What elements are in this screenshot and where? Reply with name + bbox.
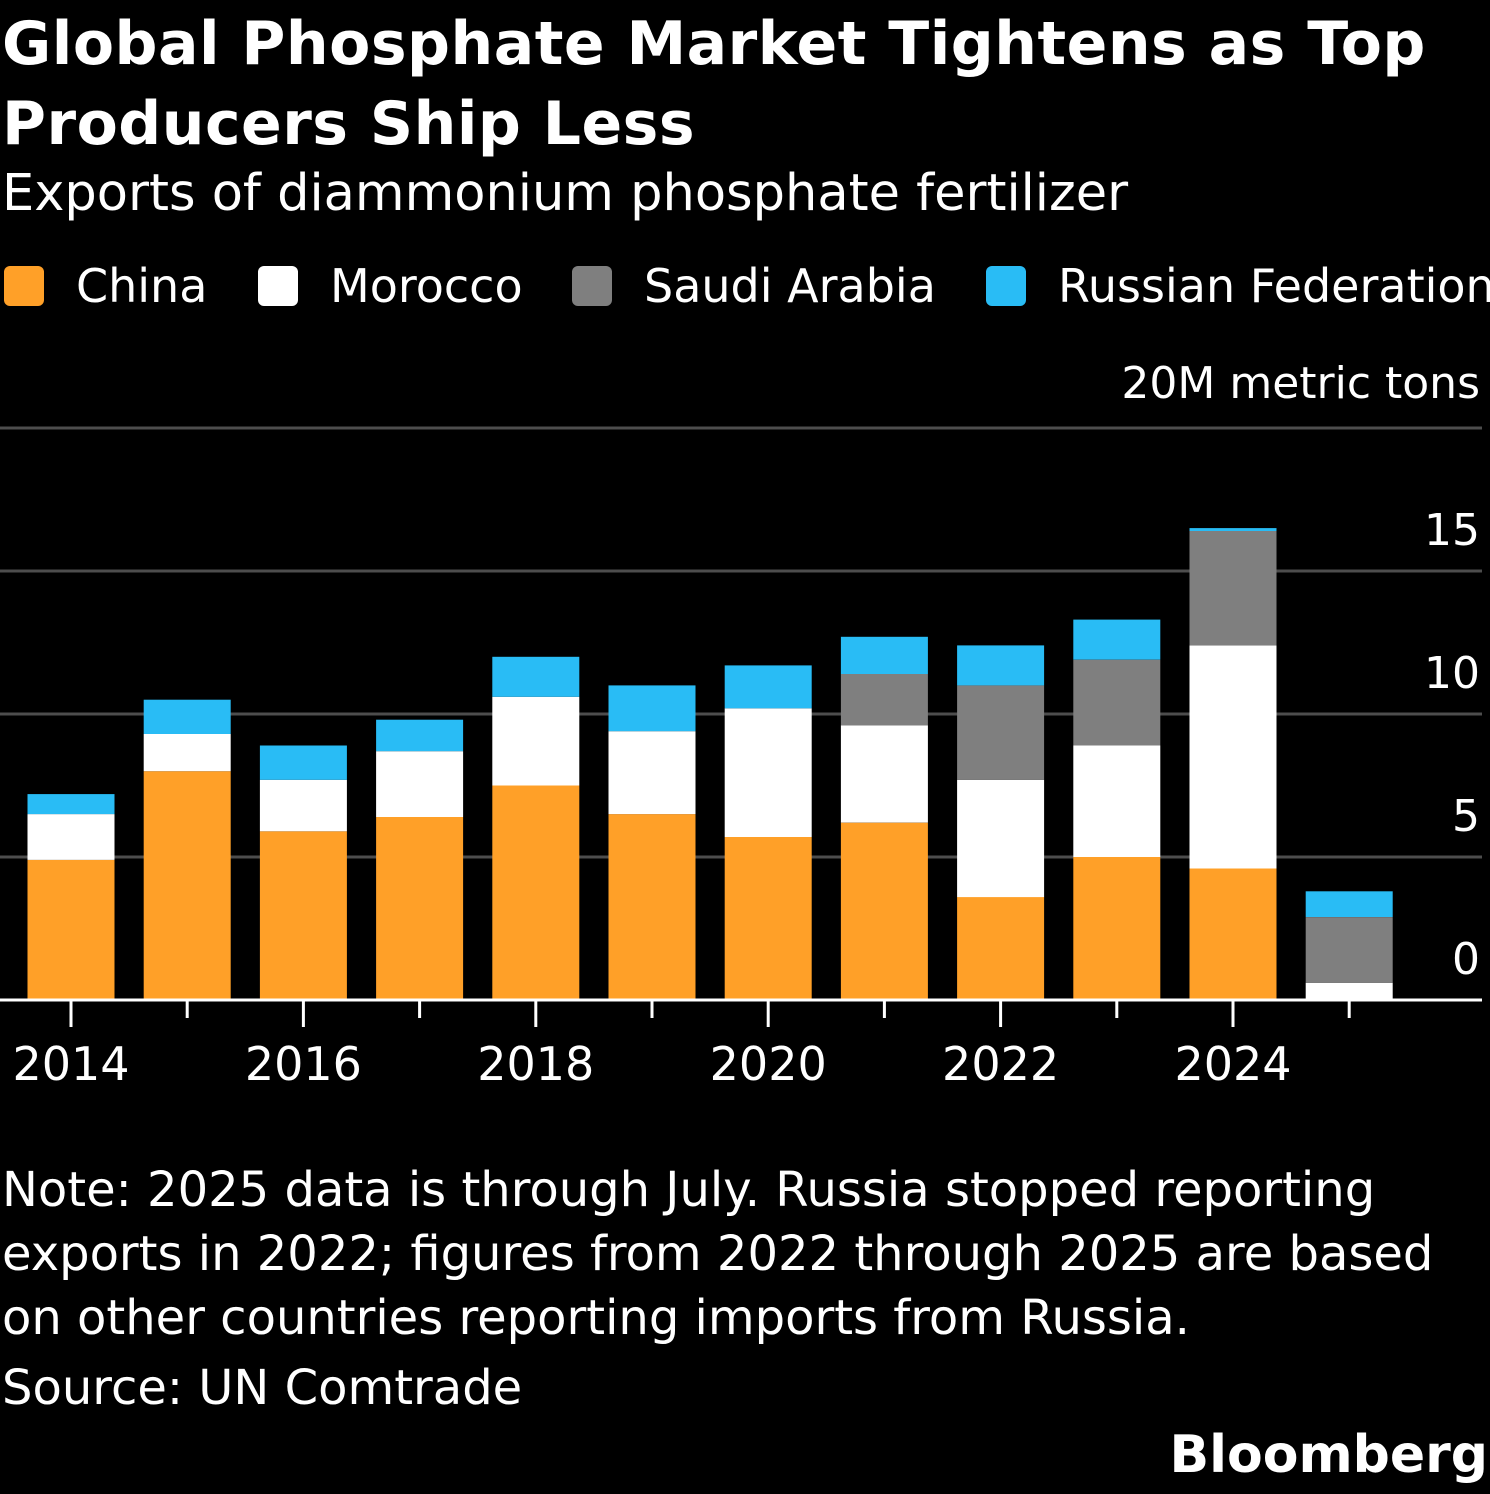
bar-2022-china — [957, 897, 1045, 1000]
legend-label-saudi-arabia: Saudi Arabia — [644, 259, 936, 313]
legend-swatch-russian-federation — [986, 266, 1026, 306]
x-tick-label-2020: 2020 — [710, 1037, 827, 1091]
x-tick-label-2024: 2024 — [1174, 1037, 1291, 1091]
bar-2015-morocco — [143, 734, 231, 772]
bar-2020-china — [724, 837, 812, 1000]
x-axis-tick-labels: 2014 2016 2018 2020 2022 2024 — [12, 1037, 1291, 1091]
y-tick-label-15: 15 — [1424, 505, 1480, 556]
bar-2015-china — [143, 771, 231, 1000]
x-tick-label-2016: 2016 — [245, 1037, 362, 1091]
x-tick-label-2022: 2022 — [942, 1037, 1059, 1091]
bar-2017-russian-federation — [376, 719, 464, 752]
bar-2018-china — [492, 785, 580, 1000]
legend-item-saudi-arabia: Saudi Arabia — [572, 256, 936, 316]
bar-2016-russian-federation — [259, 745, 347, 780]
legend-item-china: China — [4, 256, 207, 316]
bar-2021-russian-federation — [840, 636, 928, 674]
bar-2019-russian-federation — [608, 685, 696, 732]
bar-2016-morocco — [259, 779, 347, 832]
y-axis-unit-label: 20M metric tons — [1121, 358, 1480, 409]
legend-label-china: China — [76, 259, 208, 313]
y-tick-label-0: 0 — [1452, 934, 1480, 985]
bar-2020-morocco — [724, 708, 812, 837]
bar-2025-saudi-arabia — [1305, 917, 1393, 983]
bloomberg-logo: Bloomberg — [1169, 1425, 1488, 1485]
legend-item-russian-federation: Russian Federation — [986, 256, 1490, 316]
bar-2023-china — [1073, 857, 1161, 1000]
x-tick-label-2018: 2018 — [477, 1037, 594, 1091]
bar-2014-china — [27, 859, 115, 1000]
bar-2024-morocco — [1189, 645, 1277, 869]
bar-2025-morocco — [1305, 982, 1393, 1000]
bar-2014-morocco — [27, 814, 115, 860]
bar-2019-china — [608, 814, 696, 1000]
bar-2025-russian-federation — [1305, 891, 1393, 917]
y-axis-tick-labels: 0 5 10 15 — [1424, 505, 1480, 985]
bar-2022-morocco — [957, 779, 1045, 898]
bar-2021-morocco — [840, 725, 928, 823]
legend-label-morocco: Morocco — [330, 259, 523, 313]
x-tick-label-2014: 2014 — [12, 1037, 129, 1091]
chart-subtitle: Exports of diammonium phosphate fertiliz… — [2, 164, 1129, 223]
chart-source: Source: UN Comtrade — [2, 1360, 523, 1416]
bar-2016-china — [259, 831, 347, 1000]
stacked-bar-chart: 0 5 10 15 2014 2016 2018 2020 2022 2024 — [0, 426, 1482, 1091]
bar-2024-saudi-arabia — [1189, 531, 1277, 646]
bar-2017-morocco — [376, 751, 464, 817]
bar-2022-saudi-arabia — [957, 685, 1045, 780]
bar-2021-china — [840, 822, 928, 1000]
bar-2023-russian-federation — [1073, 619, 1161, 660]
bar-2024-china — [1189, 868, 1277, 1000]
legend-item-morocco: Morocco — [258, 256, 523, 316]
legend: China Morocco Saudi Arabia Russian Feder… — [4, 256, 1490, 316]
bar-2019-morocco — [608, 731, 696, 815]
y-tick-label-10: 10 — [1424, 648, 1480, 699]
bar-2017-china — [376, 817, 464, 1000]
bar-2022-russian-federation — [957, 645, 1045, 686]
bar-2023-morocco — [1073, 745, 1161, 857]
x-axis — [0, 998, 1482, 1027]
legend-label-russian-federation: Russian Federation — [1058, 259, 1490, 313]
bar-2018-russian-federation — [492, 656, 580, 697]
bar-2021-saudi-arabia — [840, 674, 928, 726]
chart-title: Global Phosphate Market Tightens as Top … — [2, 9, 1426, 159]
legend-swatch-morocco — [258, 266, 298, 306]
bars — [27, 528, 1393, 1000]
bar-2023-saudi-arabia — [1073, 659, 1161, 746]
legend-swatch-saudi-arabia — [572, 266, 612, 306]
bar-2018-morocco — [492, 696, 580, 786]
bar-2024-russian-federation — [1189, 528, 1277, 531]
bar-2020-russian-federation — [724, 665, 812, 709]
y-tick-label-5: 5 — [1452, 791, 1480, 842]
bar-2014-russian-federation — [27, 794, 115, 815]
legend-swatch-china — [4, 266, 44, 306]
chart-note: Note: 2025 data is through July. Russia … — [2, 1162, 1434, 1346]
bar-2015-russian-federation — [143, 699, 231, 734]
